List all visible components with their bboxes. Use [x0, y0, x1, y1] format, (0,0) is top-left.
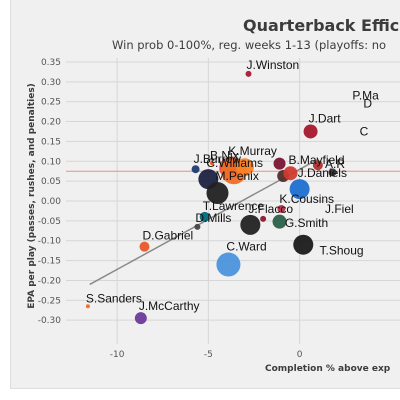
y-tick-label: -0.25 [38, 296, 61, 306]
data-point [283, 166, 298, 181]
data-point [134, 312, 147, 325]
data-point [240, 214, 261, 235]
data-point [194, 223, 201, 230]
data-point [328, 168, 337, 177]
y-tick-label: -0.15 [38, 257, 61, 267]
data-point [260, 215, 267, 222]
data-point [273, 157, 286, 170]
point-label: J.Daniels [298, 166, 347, 180]
point-labels: J.Winston P.MaD J.Dart C B.NixK.MurrayJ.Burr… [86, 58, 379, 313]
y-tick-label: -0.10 [38, 237, 62, 247]
y-tick-label: 0.20 [41, 118, 61, 128]
y-tick-label: 0.00 [41, 197, 61, 207]
chart-frame [10, 0, 400, 389]
chart-title: Quarterback Effic [243, 16, 399, 35]
point-label: P.Ma [352, 89, 379, 103]
point-label: J.Fiel [325, 202, 354, 216]
y-tick-label: 0.25 [41, 98, 61, 108]
y-tick-label: 0.05 [41, 177, 61, 187]
x-axis-ticks: -10 -5 0 [110, 350, 303, 360]
data-point [312, 160, 323, 171]
data-point [272, 214, 287, 229]
point-label: D.Mills [195, 211, 231, 225]
data-point [199, 211, 210, 222]
chart-subtitle: Win prob 0-100%, reg. weeks 1-13 (playof… [112, 38, 386, 52]
data-point [289, 179, 310, 200]
point-label: K.Cousins [279, 192, 334, 206]
y-tick-label: -0.30 [38, 316, 62, 326]
data-point [210, 161, 215, 166]
point-label: B.Nix [210, 148, 239, 162]
point-label: C [360, 124, 369, 138]
y-tick-label: 0.30 [41, 78, 61, 88]
data-point [245, 70, 252, 77]
y-axis-label: EPA per play (passes, rushes, and penalt… [27, 83, 37, 309]
y-tick-label: -0.20 [38, 276, 62, 286]
point-label: S.Sanders [86, 291, 142, 305]
x-tick-label: -5 [204, 350, 213, 360]
data-point [277, 204, 286, 213]
point-label: C.Ward [226, 240, 266, 254]
point-label: J.Dart [309, 111, 342, 125]
point-label: G.Smith [285, 216, 328, 230]
data-point [303, 124, 318, 139]
point-label: J.McCarthy [139, 299, 200, 313]
point-label: K.Murray [228, 144, 277, 158]
point-label: C.Williams [206, 156, 263, 170]
y-tick-label: 0.15 [41, 137, 61, 147]
point-label: D [363, 97, 372, 111]
data-point [206, 182, 229, 205]
data-point [216, 252, 241, 277]
point-label: M.Penix [215, 169, 258, 183]
y-axis-ticks: 0.35 0.30 0.25 0.20 0.15 0.10 0.05 0.00 -0.05 -0.… [38, 58, 62, 326]
point-label: J.Winston [247, 58, 300, 72]
point-label: A.R [325, 157, 345, 171]
x-tick-label: -10 [110, 350, 125, 360]
y-tick-label: -0.05 [38, 217, 61, 227]
data-point [293, 234, 314, 255]
data-point [191, 165, 200, 174]
point-label: T.Shoug [320, 244, 364, 258]
y-tick-label: 0.35 [41, 58, 61, 68]
point-label: T.Lawrence [203, 199, 265, 213]
data-point [235, 158, 254, 177]
data-points [85, 70, 337, 325]
point-label: J.Flacco [248, 202, 293, 216]
point-label: D.Gabriel [142, 229, 193, 243]
x-axis-label: Completion % above exp [265, 364, 391, 374]
data-point [139, 241, 150, 252]
point-label: B.Mayfield [288, 153, 344, 167]
data-point [85, 304, 90, 309]
y-tick-label: 0.10 [41, 157, 61, 167]
x-tick-label: 0 [297, 350, 303, 360]
point-label: J.Burrow [194, 152, 242, 166]
